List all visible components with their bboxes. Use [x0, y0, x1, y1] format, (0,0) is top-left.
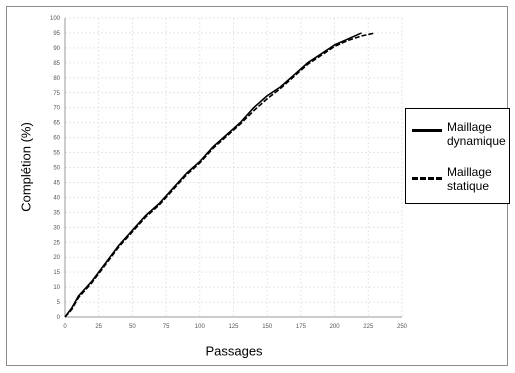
x-tick-label: 125: [228, 324, 239, 330]
y-tick-label: 90: [53, 46, 60, 52]
y-tick-label: 95: [53, 31, 60, 37]
y-tick-label: 35: [53, 210, 60, 216]
x-tick-label: 75: [163, 324, 170, 330]
x-tick-label: 100: [195, 324, 206, 330]
series-line-dynamique: [64, 32, 362, 318]
y-tick-label: 85: [53, 61, 60, 67]
x-tick-label: 250: [397, 324, 408, 330]
y-tick-label: 30: [53, 225, 60, 231]
x-tick-label: 0: [63, 324, 67, 330]
y-axis-label: Complétion (%): [18, 122, 34, 212]
y-tick-label: 45: [53, 180, 60, 186]
legend-swatch-dashed: [412, 177, 442, 180]
legend-item-statique: Maillage statique: [406, 161, 509, 201]
x-tick-label: 150: [262, 324, 273, 330]
x-tick-label: 225: [363, 324, 374, 330]
legend-label-line2: statique: [447, 179, 490, 193]
x-tick-label: 50: [129, 324, 136, 330]
y-tick-label: 80: [53, 76, 60, 82]
y-tick-label: 40: [53, 195, 60, 201]
y-tick-label: 70: [53, 106, 60, 112]
y-tick-label: 65: [53, 121, 60, 127]
y-tick-label: 60: [53, 136, 60, 142]
y-tick-label: 50: [53, 166, 60, 172]
x-tick-label: 25: [95, 324, 102, 330]
legend-item-dynamique: Maillage dynamique: [406, 117, 509, 157]
legend-label-statique: Maillage statique: [447, 165, 492, 193]
legend-label-dynamique: Maillage dynamique: [447, 120, 506, 148]
y-tick-label: 15: [53, 270, 60, 276]
y-tick-label: 55: [53, 151, 60, 157]
x-tick-label: 200: [330, 324, 341, 330]
legend-label-line2: dynamique: [447, 134, 506, 148]
legend-label-line1: Maillage: [447, 120, 492, 134]
legend-label-line1: Maillage: [447, 165, 492, 179]
y-tick-label: 10: [53, 285, 60, 291]
x-axis-label: Passages: [205, 343, 263, 359]
y-tick-label: 75: [53, 91, 60, 97]
y-tick-label: 5: [57, 300, 61, 306]
legend-swatch-solid: [412, 129, 442, 132]
legend: Maillage dynamique Maillage statique: [405, 108, 510, 204]
y-tick-label: 0: [57, 315, 61, 321]
x-tick-label: 175: [296, 324, 307, 330]
y-tick-label: 25: [53, 240, 60, 246]
y-tick-label: 20: [53, 255, 60, 261]
y-tick-label: 100: [50, 16, 61, 22]
series-line-statique: [64, 32, 376, 318]
